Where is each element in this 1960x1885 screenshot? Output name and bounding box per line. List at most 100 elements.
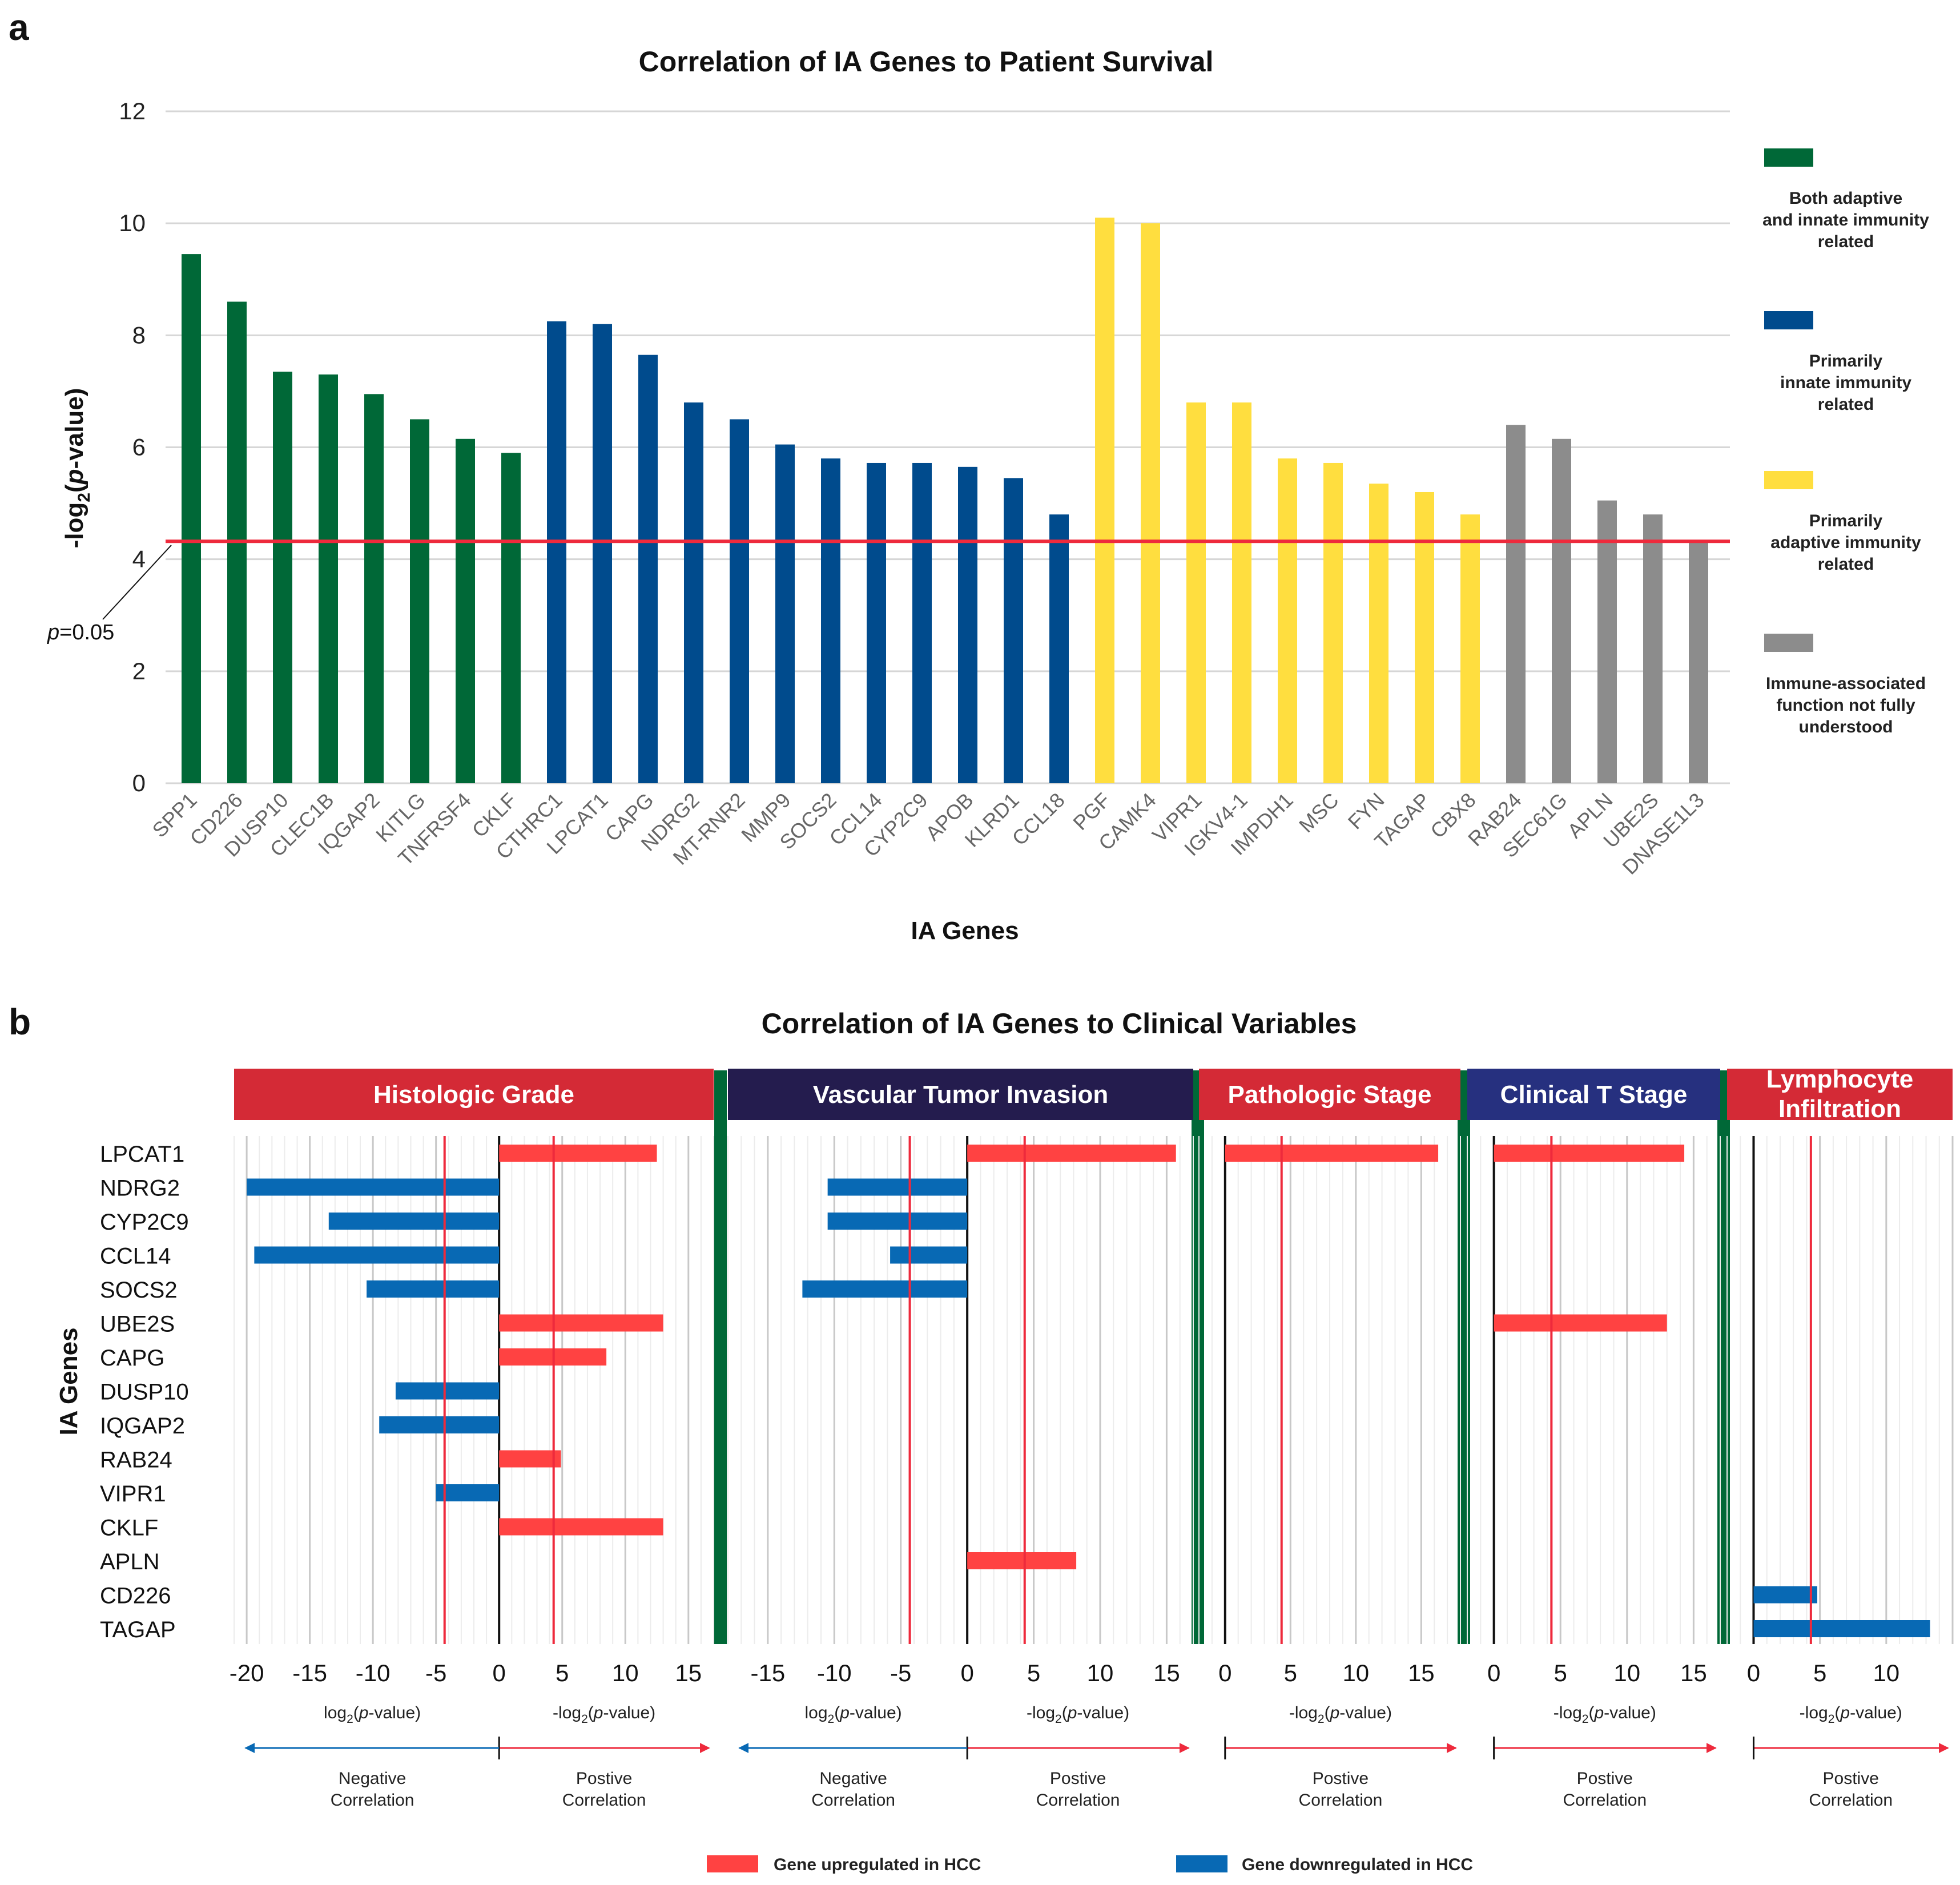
bar-clec1b [319, 374, 338, 783]
bar-tagap [1753, 1620, 1930, 1637]
bar-tnfrsf4 [456, 438, 475, 783]
gene-label: CCL14 [100, 1244, 171, 1269]
bar-cbx8 [1460, 514, 1480, 783]
x-tick-label: 5 [1284, 1660, 1297, 1686]
gene-label: IQGAP2 [100, 1413, 185, 1439]
panel-b-legend: Gene upregulated in HCC Gene downregulate… [707, 1855, 1473, 1874]
positive-correlation-label: Postive [1313, 1769, 1369, 1788]
subpanel-title: Pathologic Stage [1228, 1081, 1432, 1109]
subpanel-title: Histologic Grade [373, 1081, 574, 1109]
bar-socs2 [821, 458, 840, 783]
negative-correlation-label: Negative [339, 1769, 406, 1788]
x-tick-label: CCL18 [1007, 788, 1069, 850]
subpanel-header [728, 1069, 1193, 1120]
bar-mt-rnr2 [730, 419, 749, 783]
x-tick-label: -20 [230, 1660, 264, 1686]
positive-correlation-label: Postive [1577, 1769, 1633, 1788]
x-tick-label: 0 [1487, 1660, 1500, 1686]
bar-lpcat1 [499, 1145, 657, 1162]
bar-rab24 [499, 1450, 561, 1468]
pos-axis-label: -log2(p-value) [553, 1703, 655, 1726]
panel-a-ylabel: -log2(p-value) [61, 388, 94, 549]
subpanel-2: Pathologic Stage 0 5 10 15 -log2(p-value) Post… [1198, 1069, 1461, 1810]
panel-a: a Correlation of IA Genes to Patient Sur… [9, 7, 1929, 945]
x-tick-label: 10 [1342, 1660, 1369, 1686]
bar-iqgap2 [379, 1416, 500, 1433]
bar-cthrc1 [547, 321, 566, 783]
pos-axis-label: -log2(p-value) [1800, 1703, 1902, 1726]
negative-correlation-label: Negative [819, 1769, 887, 1788]
x-tick-label: 0 [493, 1660, 506, 1686]
y-tick-label: 6 [132, 434, 146, 461]
gene-label: NDRG2 [100, 1176, 180, 1201]
legend-swatch-blue [1764, 311, 1813, 329]
panel-a-title: Correlation of IA Genes to Patient Survi… [639, 46, 1214, 78]
bar-socs2 [802, 1280, 968, 1298]
x-tick-label: 0 [960, 1660, 973, 1686]
bar-kitlg [410, 419, 429, 783]
gene-label: RAB24 [100, 1448, 172, 1473]
legend-swatch-up [707, 1855, 758, 1872]
subpanel-1: Vascular Tumor Invasion -15 -10 -5 0 5 10 15 -lo… [727, 1069, 1194, 1810]
panel-a-legend: Both adaptive and innate immunity related P… [1762, 148, 1929, 736]
gene-label: VIPR1 [100, 1481, 166, 1507]
bar-ccl14 [890, 1246, 968, 1264]
legend-label: Immune-associated [1766, 674, 1926, 693]
panel-a-bars [166, 218, 1730, 784]
legend-label: understood [1799, 718, 1893, 736]
panel-divider [1458, 1070, 1470, 1644]
legend-label: Primarily [1809, 352, 1883, 370]
legend-label: Primarily [1809, 511, 1883, 530]
legend-label: related [1818, 232, 1874, 251]
subpanel-0: Histologic Grade -20 -15 -10 -5 0 5 10 15 -log2(p… [230, 1069, 714, 1810]
pos-axis-label: -log2(p-value) [1289, 1703, 1392, 1726]
legend-swatch-gray [1764, 634, 1813, 652]
x-tick-label: 5 [556, 1660, 569, 1686]
x-tick-label: 10 [612, 1660, 639, 1686]
gene-label: DUSP10 [100, 1380, 189, 1405]
bar-cyp2c9 [912, 462, 932, 783]
subpanel-header [1199, 1069, 1460, 1120]
bar-apln [1597, 500, 1617, 783]
panel-a-xticks: SPP1CD226DUSP10CLEC1BIQGAP2KITLGTNFRSF4C… [148, 788, 1709, 879]
bar-impdh1 [1278, 458, 1297, 783]
panel-b-gene-labels: LPCAT1 NDRG2 CYP2C9 CCL14 SOCS2 UBE2S CAPG DUSP… [100, 1142, 189, 1642]
panel-a-label: a [9, 7, 29, 48]
x-tick-label: 10 [1613, 1660, 1640, 1686]
pos-axis-label: -log2(p-value) [1027, 1703, 1129, 1726]
positive-correlation-label: Postive [1823, 1769, 1879, 1788]
gene-label: CYP2C9 [100, 1210, 189, 1235]
panel-b-title: Correlation of IA Genes to Clinical Vari… [762, 1008, 1357, 1040]
bar-iqgap2 [364, 394, 384, 783]
x-tick-label: -5 [890, 1660, 911, 1686]
subpanel-title: Clinical T Stage [1500, 1081, 1688, 1109]
x-tick-label: -15 [751, 1660, 786, 1686]
x-tick-label: 10 [1087, 1660, 1114, 1686]
panel-b-ylabel: IA Genes [55, 1327, 83, 1435]
subpanel-header [1727, 1069, 1953, 1120]
subpanel-header [234, 1069, 714, 1120]
y-tick-label: 8 [132, 321, 146, 348]
neg-axis-label: log2(p-value) [324, 1703, 421, 1726]
bar-vipr1 [436, 1484, 500, 1501]
bar-mmp9 [775, 444, 795, 783]
panel-b-subpanels: Histologic Grade -20 -15 -10 -5 0 5 10 15 -log2(p… [230, 1065, 1954, 1810]
x-tick-label: 0 [1218, 1660, 1231, 1686]
positive-correlation-label: Correlation [562, 1791, 646, 1810]
legend-swatch-down [1176, 1855, 1227, 1872]
panel-divider [1717, 1070, 1730, 1644]
positive-correlation-label: Postive [1050, 1769, 1106, 1788]
y-tick-label: 10 [119, 210, 146, 236]
bar-socs2 [367, 1280, 500, 1298]
positive-correlation-label: Correlation [1299, 1791, 1383, 1810]
bar-fyn [1369, 484, 1388, 783]
x-tick-label: 5 [1554, 1660, 1567, 1686]
threshold-p-label: p=0.05 [47, 621, 114, 645]
negative-correlation-label: Correlation [811, 1791, 895, 1810]
bar-ube2s [1494, 1314, 1667, 1332]
x-tick-label: 10 [1873, 1660, 1899, 1686]
positive-correlation-label: Postive [576, 1769, 632, 1788]
neg-axis-label: log2(p-value) [805, 1703, 902, 1726]
legend-label: Both adaptive [1789, 189, 1902, 208]
legend-label: related [1818, 555, 1874, 574]
